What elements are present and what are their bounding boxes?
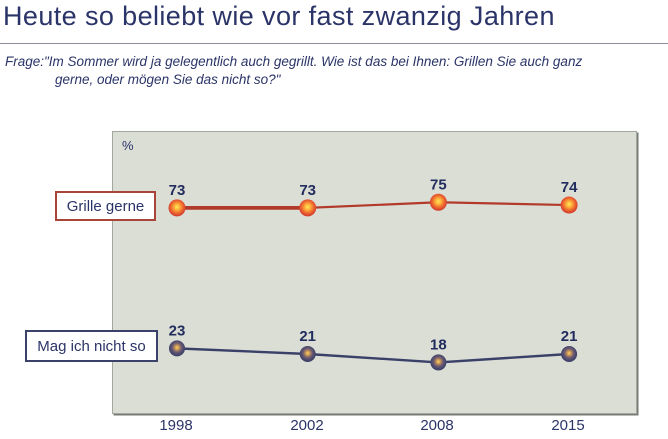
x-axis-label: 1998 xyxy=(159,417,193,434)
title-divider xyxy=(0,43,668,44)
value-label: 21 xyxy=(299,328,316,345)
data-point-marker xyxy=(561,345,578,362)
x-axis-label: 2008 xyxy=(420,417,454,434)
legend-mag-ich-nicht-so-label: Mag ich nicht so xyxy=(37,337,146,355)
legend-grille-gerne-label: Grille gerne xyxy=(66,197,145,215)
data-point-marker xyxy=(560,196,578,214)
value-label: 21 xyxy=(561,328,578,345)
page-title: Heute so beliebt wie vor fast zwanzig Ja… xyxy=(3,1,555,31)
plot-area: % 73 73 75 74 23 21 18 21 xyxy=(112,131,637,414)
value-label: 74 xyxy=(561,179,578,196)
line-segment xyxy=(438,201,570,207)
line-segment xyxy=(307,352,439,364)
value-label: 18 xyxy=(430,336,447,353)
value-label: 73 xyxy=(299,182,316,199)
x-axis-label: 2002 xyxy=(290,417,324,434)
data-point-marker xyxy=(299,345,316,362)
line-segment xyxy=(176,347,308,356)
value-label: 75 xyxy=(430,176,447,193)
line-segment xyxy=(438,352,570,364)
survey-question-line1: Frage:"Im Sommer wird ja gelegentlich au… xyxy=(5,54,583,69)
percent-axis-label: % xyxy=(122,138,134,153)
line-segment xyxy=(307,201,439,209)
survey-question-line2: gerne, oder mögen Sie das nicht so?" xyxy=(55,72,281,87)
x-axis-label: 2015 xyxy=(551,417,585,434)
chart-plot-svg: 73 73 75 74 23 21 18 21 xyxy=(168,176,578,371)
legend-grille-gerne: Grille gerne xyxy=(55,191,156,221)
data-point-marker xyxy=(168,199,186,217)
data-point-marker xyxy=(429,193,447,211)
value-label: 73 xyxy=(169,182,186,199)
value-label: 23 xyxy=(169,322,186,339)
data-point-marker xyxy=(169,340,185,357)
data-point-marker xyxy=(430,354,447,371)
legend-mag-ich-nicht-so: Mag ich nicht so xyxy=(25,330,158,362)
survey-question: Frage:"Im Sommer wird ja gelegentlich au… xyxy=(5,53,665,89)
data-point-marker xyxy=(299,199,317,217)
